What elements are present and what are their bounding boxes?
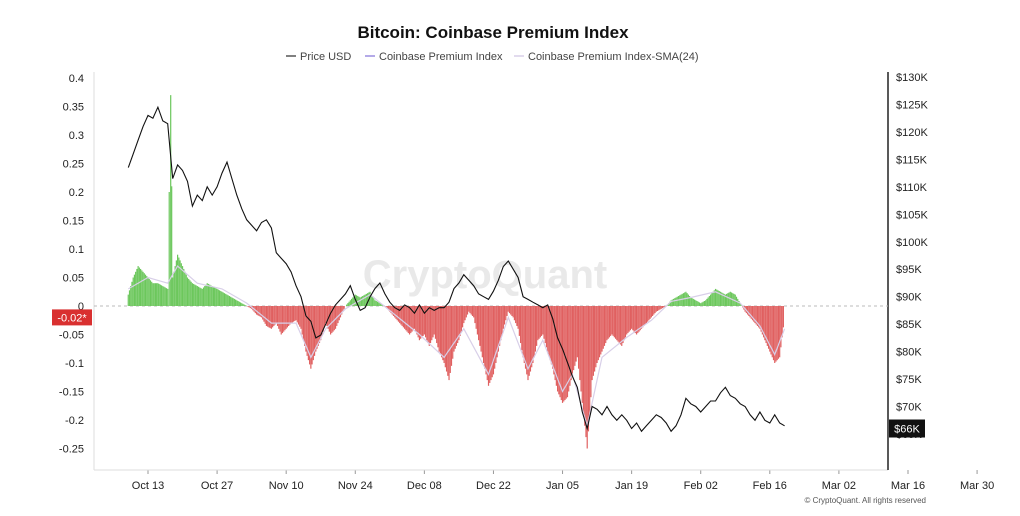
right-tick-label: $130K <box>896 72 928 84</box>
left-tick-label: 0.4 <box>69 73 84 85</box>
legend-item-sma[interactable]: Coinbase Premium Index-SMA(24) <box>514 51 699 63</box>
current-premium-badge-box <box>52 309 92 326</box>
x-tick-label: Nov 24 <box>338 480 373 492</box>
legend-label-premium: Coinbase Premium Index <box>379 51 503 63</box>
right-tick-label: $70K <box>896 402 922 414</box>
x-tick-label: Jan 19 <box>615 480 648 492</box>
left-tick-label: -0.15 <box>59 387 84 399</box>
right-tick-label: $105K <box>896 209 928 221</box>
left-tick-label: 0.3 <box>69 130 84 142</box>
right-tick-label: $115K <box>896 154 928 166</box>
copyright: © CryptoQuant. All rights reserved <box>805 496 927 505</box>
right-tick-label: $100K <box>896 237 928 249</box>
current-price-badge-box <box>889 419 925 438</box>
x-tick-label: Dec 22 <box>476 480 511 492</box>
left-tick-label: 0.1 <box>69 244 84 256</box>
right-tick-label: $80K <box>896 347 922 359</box>
left-tick-label: -0.05 <box>59 330 84 342</box>
right-tick-label: $85K <box>896 319 922 331</box>
legend-item-price[interactable]: Price USD <box>286 51 351 63</box>
left-tick-label: 0.05 <box>63 273 84 285</box>
right-tick-label: $75K <box>896 374 922 386</box>
left-tick-label: 0.35 <box>63 102 84 114</box>
x-tick-label: Oct 27 <box>201 480 233 492</box>
left-tick-label: 0.15 <box>63 216 84 228</box>
right-tick-label: $95K <box>896 264 922 276</box>
left-tick-label: 0.2 <box>69 187 84 199</box>
right-tick-label: $125K <box>896 99 928 111</box>
x-tick-label: Jan 05 <box>546 480 579 492</box>
current-price-badge-label: $66K <box>894 424 920 436</box>
current-premium-badge: -0.02* <box>52 309 92 326</box>
left-tick-label: -0.1 <box>65 358 84 370</box>
x-axis: Oct 13 Oct 27 Nov 10 Nov 24 Dec 08 Dec 22 Jan … <box>132 470 994 492</box>
left-tick-label: 0.25 <box>63 159 84 171</box>
legend-label-sma: Coinbase Premium Index-SMA(24) <box>528 51 699 63</box>
right-tick-label: $120K <box>896 127 928 139</box>
x-tick-label: Dec 08 <box>407 480 442 492</box>
sma-series-line <box>127 265 786 426</box>
left-tick-label: -0.2 <box>65 415 84 427</box>
legend: Price USD Coinbase Premium Index Coinbas… <box>286 51 699 63</box>
x-tick-label: Mar 30 <box>960 480 994 492</box>
legend-item-premium[interactable]: Coinbase Premium Index <box>365 51 503 63</box>
current-premium-badge-label: -0.02* <box>57 312 87 324</box>
x-tick-label: Feb 16 <box>753 480 787 492</box>
right-axis: $130K $125K $120K $115K $110K $105K $100K $95K $… <box>896 72 928 441</box>
left-tick-label: -0.25 <box>59 444 84 456</box>
x-tick-label: Feb 02 <box>684 480 718 492</box>
x-tick-label: Oct 13 <box>132 480 164 492</box>
current-price-badge: $66K <box>889 419 925 438</box>
legend-label-price: Price USD <box>300 51 351 63</box>
right-tick-label: $90K <box>896 292 922 304</box>
chart-title: Bitcoin: Coinbase Premium Index <box>357 23 629 42</box>
right-tick-label: $110K <box>896 182 928 194</box>
x-tick-label: Nov 10 <box>269 480 304 492</box>
price-series-line <box>127 105 785 433</box>
left-tick-label: 0 <box>78 301 84 313</box>
x-tick-label: Mar 16 <box>891 480 925 492</box>
watermark: CryptoQuant <box>363 253 607 297</box>
left-axis: 0.4 0.35 0.3 0.25 0.2 0.15 0.1 0.05 0 -0.05 -0.1 -0… <box>59 73 84 456</box>
x-tick-label: Mar 02 <box>822 480 856 492</box>
